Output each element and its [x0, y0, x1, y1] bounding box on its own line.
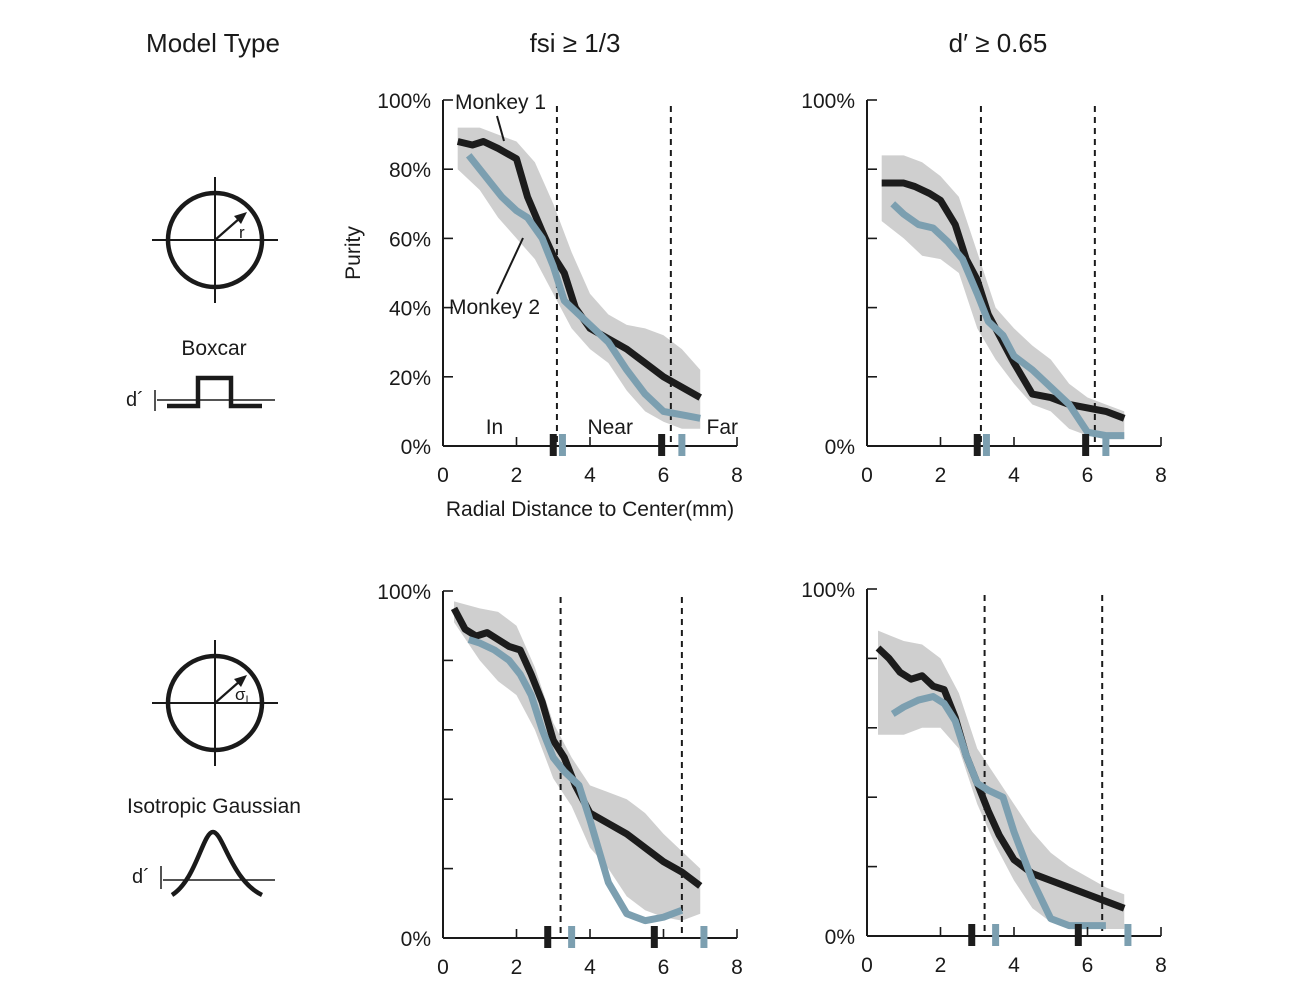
y-tick-label: 0% [401, 928, 431, 951]
series-monkey-2-line [890, 201, 1125, 440]
boxcar-radius-arrow [214, 217, 241, 241]
x-tick-label: 2 [935, 464, 947, 487]
x-tick-label: 6 [658, 464, 670, 487]
gaussian-label: Isotropic Gaussian [127, 795, 301, 818]
x-tick-label: 0 [861, 954, 873, 977]
monkey-1-threshold-mark [549, 434, 557, 456]
y-tick-label: 80% [389, 159, 431, 182]
x-tick-label: 8 [1155, 464, 1167, 487]
monkey-2-threshold-mark [568, 926, 576, 948]
model-type-header: Model Type [146, 28, 280, 58]
series-monkey-1-line [456, 138, 702, 401]
monkey-1-threshold-mark [968, 924, 976, 946]
chart-dprime-gaussian: 0% 100% 0 2 4 6 8 [801, 579, 1167, 977]
region-label-in: In [486, 416, 504, 439]
region-label-far: Far [707, 416, 739, 439]
y-tick-label: 0% [401, 436, 431, 459]
boxcar-circle [165, 190, 265, 290]
x-tick-label: 6 [1082, 954, 1094, 977]
x-tick-label: 0 [437, 464, 449, 487]
chart-fsi-gaussian: 0% 100% 0 2 4 6 8 [377, 581, 743, 979]
x-tick-label: 4 [1008, 464, 1020, 487]
y-tick-label: 0% [825, 926, 855, 949]
x-tick-label: 0 [861, 464, 873, 487]
x-tick-label: 4 [584, 956, 596, 979]
fsi-column-header: fsi ≥ 1/3 [530, 28, 621, 58]
x-tick-label: 6 [1082, 464, 1094, 487]
monkey-1-threshold-mark [650, 926, 658, 948]
monkey-1-threshold-mark [973, 434, 981, 456]
y-tick-label: 100% [801, 90, 855, 113]
series-monkey-2-line [890, 693, 1106, 930]
series-monkey-2-line [465, 153, 701, 422]
y-tick-label: 20% [389, 367, 431, 390]
x-tick-label: 4 [1008, 954, 1020, 977]
monkey-1-threshold-mark [658, 434, 666, 456]
annotation-monkey-1-leader [496, 115, 505, 142]
x-tick-label: 6 [658, 956, 670, 979]
gaussian-sigma-label: σI [235, 685, 249, 706]
y-tick-label: 40% [389, 298, 431, 321]
confidence-band [878, 630, 1125, 930]
x-axis-label: Radial Distance to Center(mm) [446, 498, 734, 521]
monkey-2-threshold-mark [992, 924, 1000, 946]
x-tick-label: 8 [731, 956, 743, 979]
annotation-monkey-1: Monkey 1 [455, 91, 546, 114]
x-tick-label: 8 [731, 464, 743, 487]
annotation-monkey-2-leader [496, 237, 524, 295]
y-tick-label: 100% [801, 579, 855, 602]
boxcar-radius-label: r [239, 223, 245, 242]
monkey-2-threshold-mark [700, 926, 708, 948]
gaussian-profile [170, 829, 264, 898]
gaussian-dprime-label: d´ [132, 866, 150, 888]
y-tick-label: 0% [825, 436, 855, 459]
region-label-near: Near [587, 416, 633, 439]
monkey-2-threshold-mark [1102, 434, 1110, 456]
dprime-column-header: d′ ≥ 0.65 [949, 28, 1048, 58]
chart-fsi-boxcar: 0% 20% 40% 60% 80% 100% 0 2 4 6 8 Purity Radial Dist… [342, 90, 743, 521]
gaussian-model-diagram: σI Isotropic Gaussian d´ [127, 640, 301, 898]
y-tick-label: 60% [389, 228, 431, 251]
confidence-band [881, 155, 1125, 440]
x-tick-label: 2 [511, 956, 523, 979]
x-tick-label: 2 [511, 464, 523, 487]
boxcar-model-diagram: r Boxcar d´ [126, 177, 278, 411]
gaussian-arrow-head-icon [234, 675, 247, 687]
monkey-2-threshold-mark [558, 434, 566, 456]
x-tick-label: 2 [935, 954, 947, 977]
x-tick-label: 0 [437, 956, 449, 979]
monkey-1-threshold-mark [1074, 924, 1082, 946]
boxcar-arrow-head-icon [234, 212, 247, 224]
x-tick-label: 4 [584, 464, 596, 487]
monkey-1-threshold-mark [1082, 434, 1090, 456]
x-tick-label: 8 [1155, 954, 1167, 977]
boxcar-dprime-label: d´ [126, 389, 144, 411]
confidence-band [457, 127, 701, 429]
monkey-1-threshold-mark [544, 926, 552, 948]
y-tick-label: 100% [377, 90, 431, 113]
series-monkey-1-line [450, 606, 703, 889]
chart-dprime-boxcar: 0% 100% 0 2 4 6 8 [801, 90, 1167, 487]
gaussian-radius-arrow [214, 680, 241, 704]
boxcar-profile [167, 375, 262, 409]
monkey-2-threshold-mark [678, 434, 686, 456]
monkey-2-threshold-mark [982, 434, 990, 456]
monkey-2-threshold-mark [1124, 924, 1132, 946]
series-monkey-2-line [467, 636, 684, 925]
boxcar-label: Boxcar [181, 337, 246, 360]
y-axis-label: Purity [342, 226, 365, 280]
annotation-monkey-2: Monkey 2 [449, 296, 540, 319]
gaussian-circle [165, 653, 265, 753]
y-tick-label: 100% [377, 581, 431, 604]
